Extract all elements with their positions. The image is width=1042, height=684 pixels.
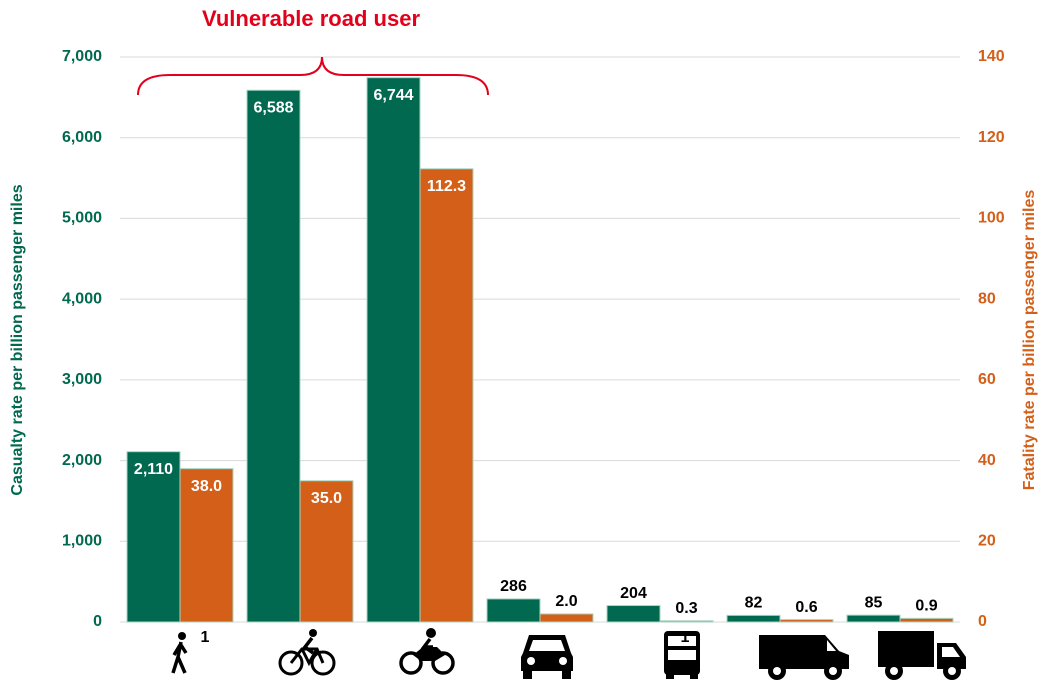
bar <box>846 614 901 623</box>
y2-tick-label: 80 <box>978 290 996 307</box>
bar <box>659 620 714 623</box>
footnote-marker: 1 <box>681 629 690 646</box>
bar <box>726 614 781 623</box>
bar <box>539 613 594 623</box>
y-tick-label: 2,000 <box>62 452 102 469</box>
y-tick-label: 0 <box>93 613 102 630</box>
y2-tick-label: 140 <box>978 48 1005 65</box>
y2-tick-label: 40 <box>978 452 996 469</box>
data-label: 2,110 <box>134 461 173 478</box>
bar <box>126 451 181 623</box>
data-label: 6,588 <box>253 99 293 116</box>
bar <box>179 468 234 623</box>
bar <box>606 605 661 623</box>
y-tick-label: 3,000 <box>62 371 102 388</box>
bar <box>486 598 541 623</box>
bar <box>299 480 354 623</box>
y-tick-label: 7,000 <box>62 48 102 65</box>
bar <box>419 168 474 623</box>
data-label: 0.3 <box>675 600 697 617</box>
y2-tick-label: 60 <box>978 371 996 388</box>
data-label: 112.3 <box>427 178 466 195</box>
brace <box>137 56 489 96</box>
y2-tick-label: 0 <box>978 613 987 630</box>
data-label: 85 <box>865 594 883 611</box>
data-label: 0.6 <box>795 599 817 616</box>
y2-tick-label: 120 <box>978 129 1005 146</box>
y2-axis-title: Fatality rate per billion passenger mile… <box>1021 190 1038 491</box>
annotation: Vulnerable road user <box>202 6 420 31</box>
data-label: 35.0 <box>311 490 342 507</box>
y-tick-label: 6,000 <box>62 129 102 146</box>
bar <box>246 89 301 623</box>
data-label: 0.9 <box>915 598 937 615</box>
data-label: 6,744 <box>373 87 413 104</box>
data-label: 204 <box>620 585 647 602</box>
y-tick-label: 1,000 <box>62 533 102 550</box>
data-label: 38.0 <box>191 478 222 495</box>
data-label: 2.0 <box>555 593 577 610</box>
bar <box>779 619 834 623</box>
data-label: 82 <box>745 595 763 612</box>
y-axis-title: Casualty rate per billion passenger mile… <box>9 184 26 495</box>
footnote-marker: 1 <box>201 629 210 646</box>
y-tick-label: 5,000 <box>62 210 102 227</box>
y2-tick-label: 100 <box>978 210 1005 227</box>
bar <box>899 617 954 623</box>
y2-tick-label: 20 <box>978 533 996 550</box>
data-label: 286 <box>500 578 527 595</box>
y-tick-label: 4,000 <box>62 290 102 307</box>
bar <box>366 77 421 623</box>
category-icons <box>171 628 966 680</box>
